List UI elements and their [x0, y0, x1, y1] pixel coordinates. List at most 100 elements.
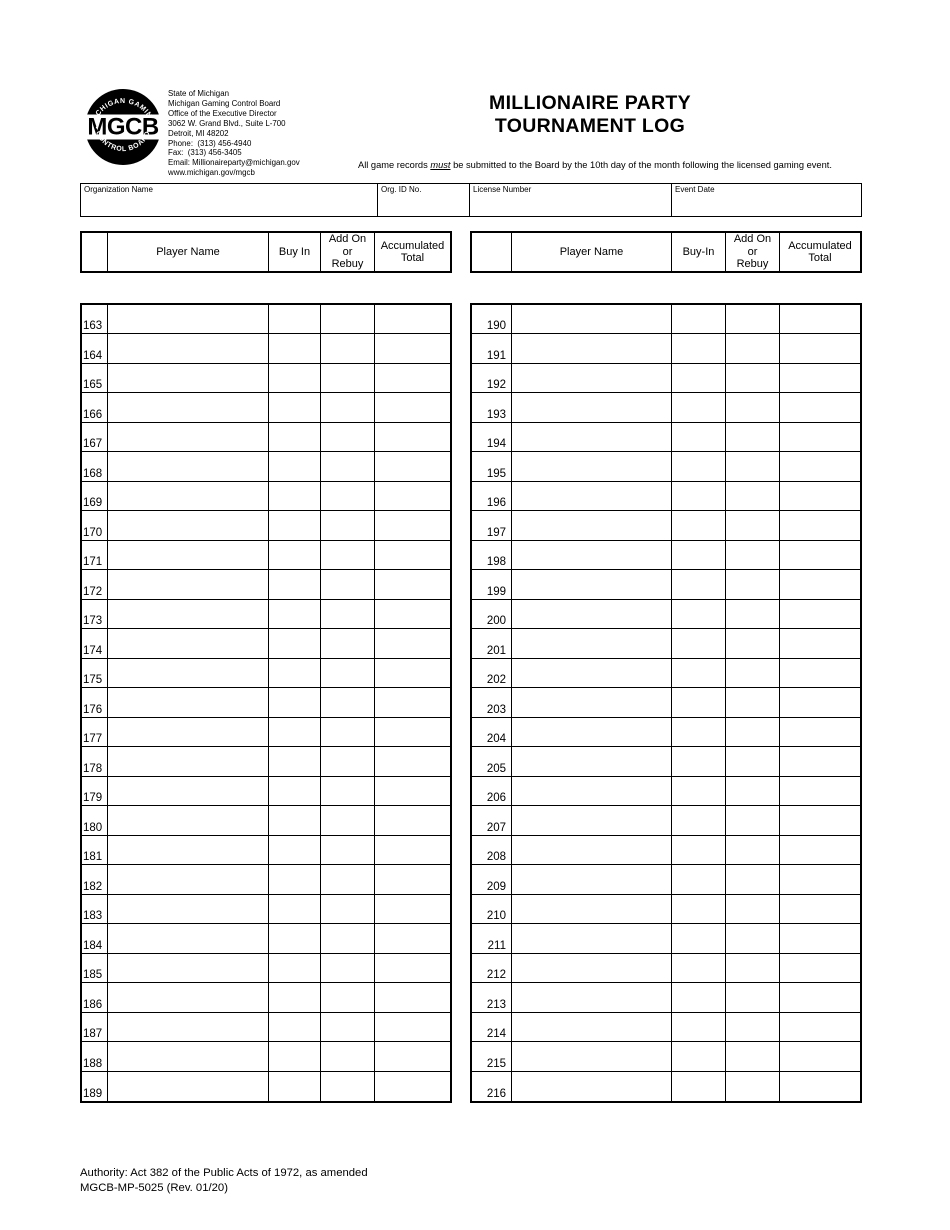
accumulated-total-cell[interactable]	[375, 541, 450, 571]
license-number-field[interactable]: License Number	[470, 184, 672, 216]
addon-rebuy-cell[interactable]	[726, 599, 780, 630]
buy-in-cell[interactable]	[269, 629, 321, 659]
accumulated-total-cell[interactable]	[375, 836, 450, 866]
addon-rebuy-cell[interactable]	[726, 658, 780, 689]
player-name-cell[interactable]	[108, 894, 269, 925]
addon-rebuy-cell[interactable]	[726, 363, 780, 394]
player-name-cell[interactable]	[512, 629, 672, 659]
addon-rebuy-cell[interactable]	[726, 540, 780, 571]
buy-in-cell[interactable]	[672, 747, 726, 777]
player-name-cell[interactable]	[108, 983, 269, 1013]
accumulated-total-cell[interactable]	[780, 570, 860, 600]
addon-rebuy-cell[interactable]	[726, 776, 780, 807]
accumulated-total-cell[interactable]	[780, 718, 860, 748]
addon-rebuy-cell[interactable]	[321, 629, 375, 659]
player-name-cell[interactable]	[512, 393, 672, 423]
accumulated-total-cell[interactable]	[375, 452, 450, 482]
accumulated-total-cell[interactable]	[780, 364, 860, 394]
player-name-cell[interactable]	[512, 953, 672, 984]
player-name-cell[interactable]	[108, 688, 269, 718]
buy-in-cell[interactable]	[269, 776, 321, 807]
accumulated-total-cell[interactable]	[780, 836, 860, 866]
player-name-cell[interactable]	[108, 1071, 269, 1101]
player-name-cell[interactable]	[512, 747, 672, 777]
player-name-cell[interactable]	[512, 983, 672, 1013]
event-date-field[interactable]: Event Date	[672, 184, 861, 216]
player-name-cell[interactable]	[512, 452, 672, 482]
accumulated-total-cell[interactable]	[780, 895, 860, 925]
accumulated-total-cell[interactable]	[780, 452, 860, 482]
buy-in-cell[interactable]	[672, 305, 726, 335]
buy-in-cell[interactable]	[672, 688, 726, 718]
player-name-cell[interactable]	[512, 1071, 672, 1101]
accumulated-total-cell[interactable]	[375, 777, 450, 807]
accumulated-total-cell[interactable]	[780, 954, 860, 984]
player-name-cell[interactable]	[108, 953, 269, 984]
accumulated-total-cell[interactable]	[780, 659, 860, 689]
buy-in-cell[interactable]	[269, 953, 321, 984]
buy-in-cell[interactable]	[269, 835, 321, 866]
addon-rebuy-cell[interactable]	[321, 393, 375, 423]
player-name-cell[interactable]	[108, 334, 269, 364]
buy-in-cell[interactable]	[269, 688, 321, 718]
addon-rebuy-cell[interactable]	[321, 953, 375, 984]
accumulated-total-cell[interactable]	[780, 1072, 860, 1101]
accumulated-total-cell[interactable]	[780, 1013, 860, 1043]
buy-in-cell[interactable]	[672, 983, 726, 1013]
player-name-cell[interactable]	[512, 924, 672, 954]
accumulated-total-cell[interactable]	[780, 600, 860, 630]
player-name-cell[interactable]	[108, 305, 269, 335]
buy-in-cell[interactable]	[672, 835, 726, 866]
player-name-cell[interactable]	[108, 1042, 269, 1072]
player-name-cell[interactable]	[512, 481, 672, 512]
player-name-cell[interactable]	[108, 452, 269, 482]
accumulated-total-cell[interactable]	[375, 659, 450, 689]
accumulated-total-cell[interactable]	[375, 423, 450, 453]
buy-in-cell[interactable]	[269, 599, 321, 630]
buy-in-cell[interactable]	[672, 924, 726, 954]
addon-rebuy-cell[interactable]	[726, 835, 780, 866]
buy-in-cell[interactable]	[672, 1012, 726, 1043]
player-name-cell[interactable]	[108, 481, 269, 512]
player-name-cell[interactable]	[512, 776, 672, 807]
buy-in-cell[interactable]	[672, 363, 726, 394]
addon-rebuy-cell[interactable]	[321, 452, 375, 482]
buy-in-cell[interactable]	[672, 658, 726, 689]
accumulated-total-cell[interactable]	[375, 364, 450, 394]
accumulated-total-cell[interactable]	[780, 511, 860, 541]
buy-in-cell[interactable]	[269, 894, 321, 925]
accumulated-total-cell[interactable]	[375, 482, 450, 512]
accumulated-total-cell[interactable]	[375, 600, 450, 630]
org-id-field[interactable]: Org. ID No.	[378, 184, 470, 216]
buy-in-cell[interactable]	[672, 1042, 726, 1072]
buy-in-cell[interactable]	[269, 511, 321, 541]
player-name-cell[interactable]	[512, 688, 672, 718]
buy-in-cell[interactable]	[672, 806, 726, 836]
buy-in-cell[interactable]	[269, 570, 321, 600]
addon-rebuy-cell[interactable]	[726, 1071, 780, 1101]
player-name-cell[interactable]	[512, 305, 672, 335]
addon-rebuy-cell[interactable]	[321, 481, 375, 512]
player-name-cell[interactable]	[108, 511, 269, 541]
accumulated-total-cell[interactable]	[780, 747, 860, 777]
addon-rebuy-cell[interactable]	[321, 776, 375, 807]
player-name-cell[interactable]	[512, 363, 672, 394]
player-name-cell[interactable]	[108, 865, 269, 895]
accumulated-total-cell[interactable]	[780, 393, 860, 423]
addon-rebuy-cell[interactable]	[321, 835, 375, 866]
accumulated-total-cell[interactable]	[375, 688, 450, 718]
accumulated-total-cell[interactable]	[780, 806, 860, 836]
player-name-cell[interactable]	[512, 511, 672, 541]
buy-in-cell[interactable]	[269, 717, 321, 748]
accumulated-total-cell[interactable]	[375, 895, 450, 925]
buy-in-cell[interactable]	[269, 363, 321, 394]
player-name-cell[interactable]	[108, 747, 269, 777]
buy-in-cell[interactable]	[672, 1071, 726, 1101]
addon-rebuy-cell[interactable]	[321, 511, 375, 541]
accumulated-total-cell[interactable]	[375, 1072, 450, 1101]
buy-in-cell[interactable]	[269, 540, 321, 571]
player-name-cell[interactable]	[108, 363, 269, 394]
player-name-cell[interactable]	[512, 717, 672, 748]
addon-rebuy-cell[interactable]	[321, 924, 375, 954]
player-name-cell[interactable]	[108, 540, 269, 571]
